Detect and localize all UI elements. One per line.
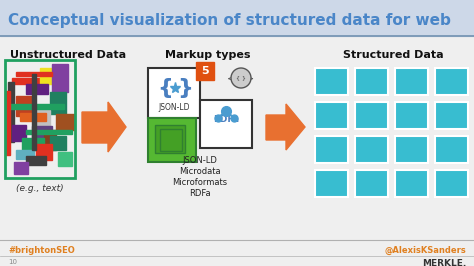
Text: 10: 10 bbox=[8, 259, 17, 265]
Bar bbox=[26, 156, 46, 165]
Bar bbox=[52, 64, 68, 92]
Text: Microdata: Microdata bbox=[179, 167, 221, 176]
Bar bbox=[32, 74, 36, 150]
Bar bbox=[20, 113, 46, 121]
Bar bbox=[5, 60, 75, 178]
Text: @AlexisKSanders: @AlexisKSanders bbox=[384, 246, 466, 255]
Bar bbox=[435, 170, 468, 197]
Bar bbox=[6, 91, 10, 155]
Bar bbox=[36, 110, 50, 128]
Bar bbox=[435, 68, 468, 95]
Text: 5: 5 bbox=[201, 66, 209, 76]
Bar bbox=[58, 152, 72, 166]
Text: RDFa: RDFa bbox=[213, 115, 239, 124]
Bar bbox=[16, 72, 52, 76]
Bar bbox=[148, 68, 200, 118]
Bar bbox=[8, 104, 64, 109]
Text: >: > bbox=[246, 73, 255, 83]
Text: }: } bbox=[177, 78, 193, 98]
Text: JSON-LD: JSON-LD bbox=[182, 156, 218, 165]
Bar bbox=[155, 125, 185, 153]
Bar bbox=[435, 102, 468, 129]
Bar bbox=[355, 136, 388, 163]
Text: <: < bbox=[228, 73, 237, 83]
Bar bbox=[395, 102, 428, 129]
Bar bbox=[315, 102, 348, 129]
Text: Conceptual visualization of structured data for web: Conceptual visualization of structured d… bbox=[8, 13, 451, 27]
Bar bbox=[26, 84, 48, 94]
Text: {: { bbox=[157, 78, 173, 98]
Text: MERKLE.: MERKLE. bbox=[422, 259, 466, 266]
Bar bbox=[200, 100, 252, 148]
Text: #brightonSEO: #brightonSEO bbox=[8, 246, 75, 255]
Bar bbox=[196, 62, 214, 80]
Bar bbox=[14, 162, 28, 174]
Bar bbox=[148, 118, 196, 162]
Bar bbox=[26, 130, 72, 134]
Bar bbox=[22, 138, 44, 150]
Text: JSON-LD: JSON-LD bbox=[158, 103, 190, 113]
Bar bbox=[44, 130, 56, 150]
Bar bbox=[435, 136, 468, 163]
Bar bbox=[32, 126, 52, 140]
Text: Unstructured Data: Unstructured Data bbox=[10, 50, 126, 60]
Bar bbox=[50, 136, 66, 150]
Polygon shape bbox=[266, 104, 305, 150]
Bar bbox=[56, 114, 74, 130]
Bar bbox=[355, 68, 388, 95]
Bar bbox=[50, 92, 66, 114]
Bar bbox=[315, 68, 348, 95]
Bar bbox=[160, 129, 182, 151]
Bar bbox=[315, 170, 348, 197]
Bar bbox=[0, 0, 474, 36]
Text: Structured Data: Structured Data bbox=[343, 50, 443, 60]
Circle shape bbox=[231, 68, 251, 88]
Bar bbox=[395, 68, 428, 95]
Text: RDFa: RDFa bbox=[189, 189, 211, 198]
Bar bbox=[315, 136, 348, 163]
Text: (e.g., text): (e.g., text) bbox=[16, 184, 64, 193]
Bar bbox=[40, 68, 58, 84]
Bar bbox=[36, 144, 52, 160]
Bar bbox=[16, 150, 34, 159]
Text: Markup types: Markup types bbox=[165, 50, 251, 60]
Polygon shape bbox=[82, 102, 126, 152]
Bar bbox=[355, 102, 388, 129]
Bar bbox=[8, 82, 14, 142]
Bar bbox=[395, 170, 428, 197]
Bar bbox=[12, 125, 26, 141]
Bar bbox=[16, 96, 32, 116]
Text: { }: { } bbox=[236, 76, 246, 81]
Bar bbox=[355, 170, 388, 197]
Bar bbox=[395, 136, 428, 163]
Text: Microformats: Microformats bbox=[173, 178, 228, 187]
Bar bbox=[12, 78, 40, 84]
